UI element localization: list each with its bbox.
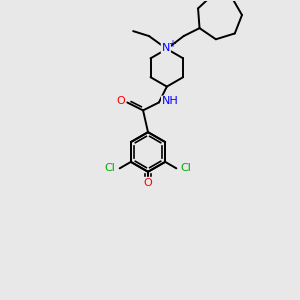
- Text: Cl: Cl: [180, 163, 191, 173]
- Text: O: O: [116, 97, 125, 106]
- Text: NH: NH: [162, 97, 178, 106]
- Text: N: N: [162, 43, 170, 53]
- Text: O: O: [144, 178, 152, 188]
- Text: +: +: [168, 39, 176, 49]
- Text: Cl: Cl: [105, 163, 116, 173]
